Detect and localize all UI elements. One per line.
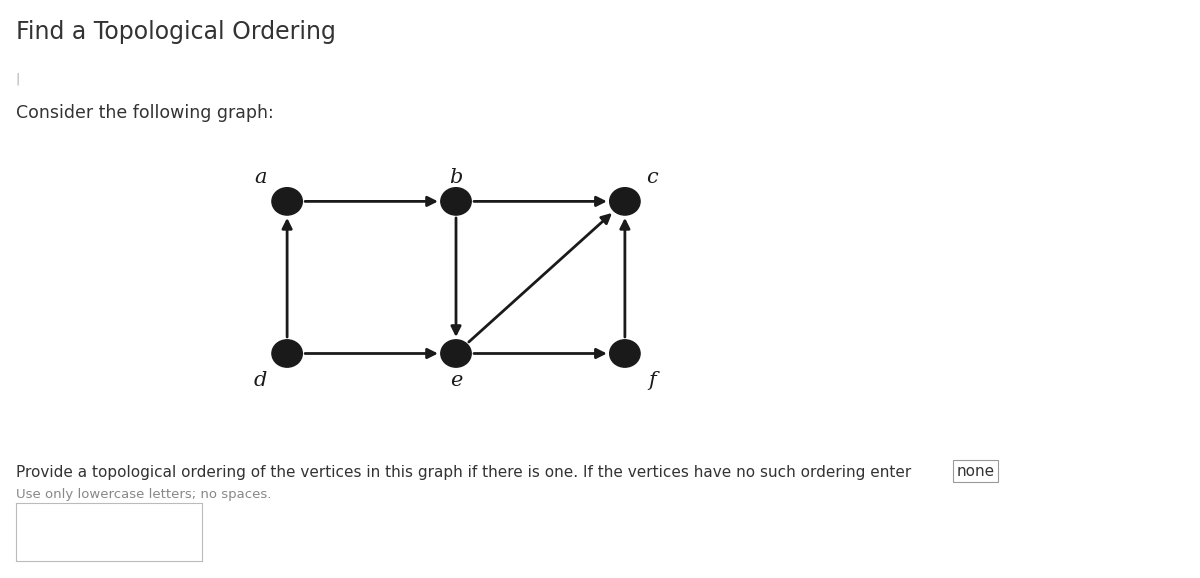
Text: e: e — [450, 372, 462, 390]
Circle shape — [272, 188, 302, 215]
Text: none: none — [956, 464, 995, 479]
Circle shape — [440, 188, 472, 215]
Circle shape — [610, 340, 640, 367]
Text: Find a Topological Ordering: Find a Topological Ordering — [16, 20, 336, 45]
Text: a: a — [254, 168, 266, 187]
Text: d: d — [253, 372, 266, 390]
Text: Provide a topological ordering of the vertices in this graph if there is one. If: Provide a topological ordering of the ve… — [16, 465, 911, 480]
Text: Use only lowercase letters; no spaces.: Use only lowercase letters; no spaces. — [16, 488, 271, 501]
Circle shape — [440, 340, 472, 367]
Circle shape — [610, 188, 640, 215]
Circle shape — [272, 340, 302, 367]
Text: Consider the following graph:: Consider the following graph: — [16, 104, 274, 122]
Text: |: | — [16, 72, 20, 85]
Text: f: f — [648, 372, 655, 390]
Text: b: b — [449, 168, 463, 187]
Text: c: c — [646, 168, 658, 187]
